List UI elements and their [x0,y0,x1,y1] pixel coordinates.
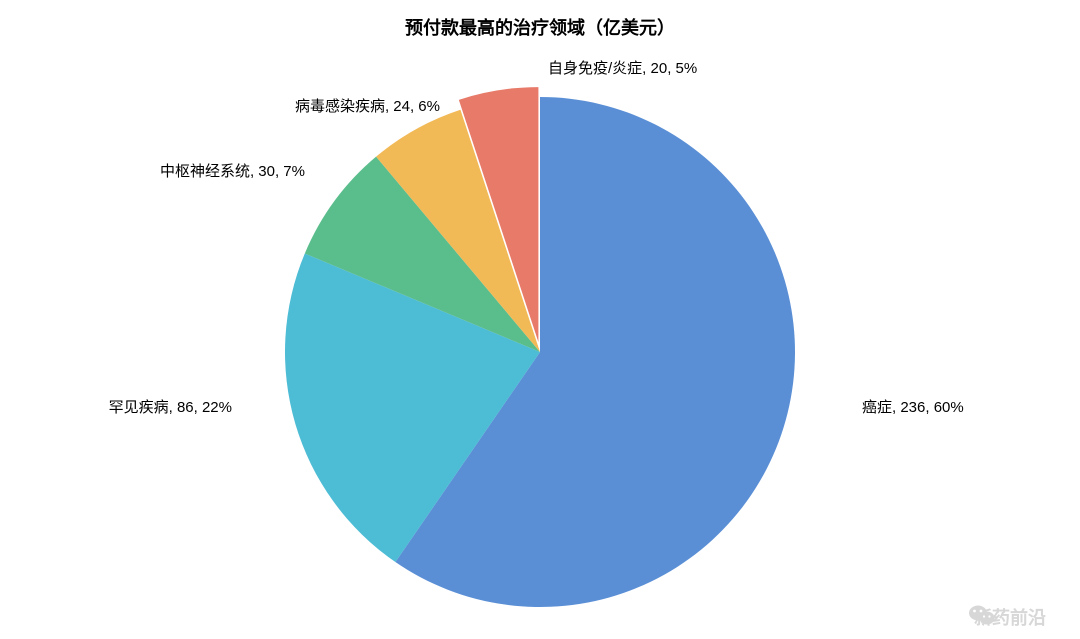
data-label-3: 病毒感染疾病, 24, 6% [295,95,440,116]
pie-chart-container: 预付款最高的治疗领域（亿美元） 癌症, 236, 60%罕见疾病, 86, 22… [0,0,1080,639]
watermark: 新药前沿 [968,604,1046,630]
pie-chart-svg [0,0,1080,639]
data-label-2: 中枢神经系统, 30, 7% [160,160,305,181]
data-label-4: 自身免疫/炎症, 20, 5% [548,57,697,78]
data-label-0: 癌症, 236, 60% [862,396,964,417]
data-label-1: 罕见疾病, 86, 22% [109,396,232,417]
